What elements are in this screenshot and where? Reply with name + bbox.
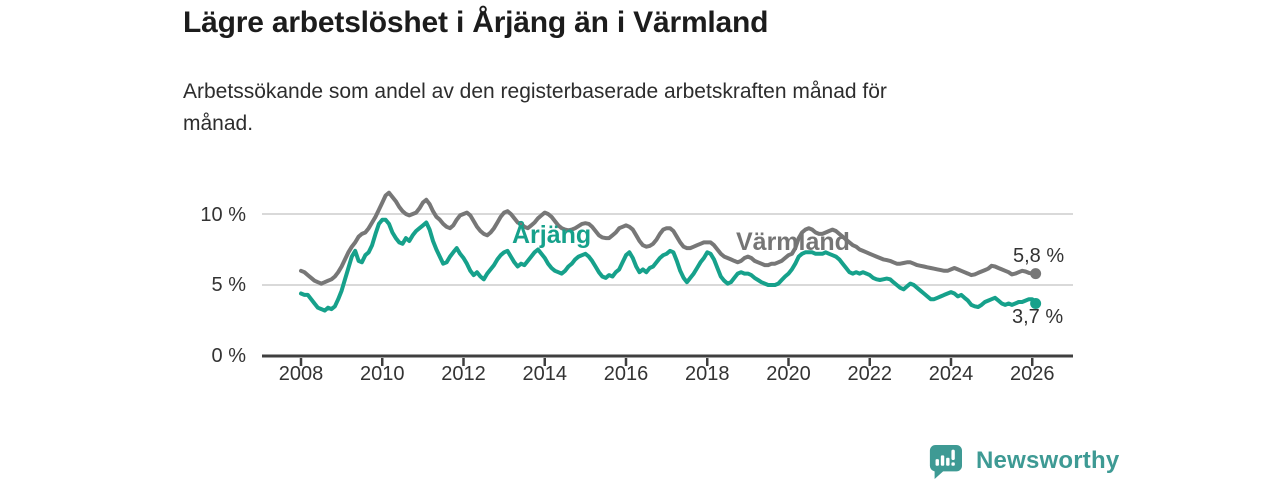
line-series-arjang: [299, 217, 1038, 313]
y-axis-tick-label: 0 %: [211, 345, 246, 367]
newsworthy-logo[interactable]: Newsworthy: [928, 443, 1119, 479]
x-axis-tick-label: 2016: [603, 363, 649, 385]
end-value-label-varmland: 5,8 %: [1013, 245, 1065, 267]
chart-subtitle-line-1: Arbetssökande som andel av den registerb…: [183, 80, 887, 103]
end-dot-arjang: [1030, 297, 1042, 309]
series-label-varmland: Värmland: [736, 228, 850, 256]
newsworthy-logo-text: Newsworthy: [976, 447, 1120, 474]
y-axis-tick-label: 5 %: [211, 274, 246, 296]
chart-subtitle: Arbetssökande som andel av den registerb…: [183, 76, 1063, 140]
series-label-arjang: Årjäng: [512, 221, 592, 249]
x-axis-tick-label: 2010: [360, 363, 405, 385]
x-axis-tick-label: 2018: [685, 363, 730, 385]
end-value-label-arjang: 3,7 %: [1012, 306, 1064, 328]
chart-title: Lägre arbetslöshet i Årjäng än i Värmlan…: [183, 6, 769, 39]
x-axis-tick-label: 2026: [1010, 363, 1055, 385]
y-axis: 10 % 5 % 0 %: [188, 0, 246, 480]
chart-subtitle-line-2: månad.: [183, 112, 254, 135]
x-axis-tick-label: 2012: [441, 363, 486, 385]
x-axis-tick-label: 2022: [847, 363, 893, 385]
x-axis-tick-label: 2008: [278, 363, 324, 385]
newsworthy-speech-bubble-bar-chart-icon: [929, 444, 962, 479]
end-dot-varmland: [1030, 268, 1042, 280]
line-series-varmland: [299, 190, 1038, 286]
x-axis-tick-label: 2020: [766, 363, 811, 385]
y-axis-tick-label: 10 %: [200, 204, 246, 226]
x-axis-tick-label: 2024: [928, 363, 974, 385]
x-axis-tick-label: 2014: [522, 363, 568, 385]
